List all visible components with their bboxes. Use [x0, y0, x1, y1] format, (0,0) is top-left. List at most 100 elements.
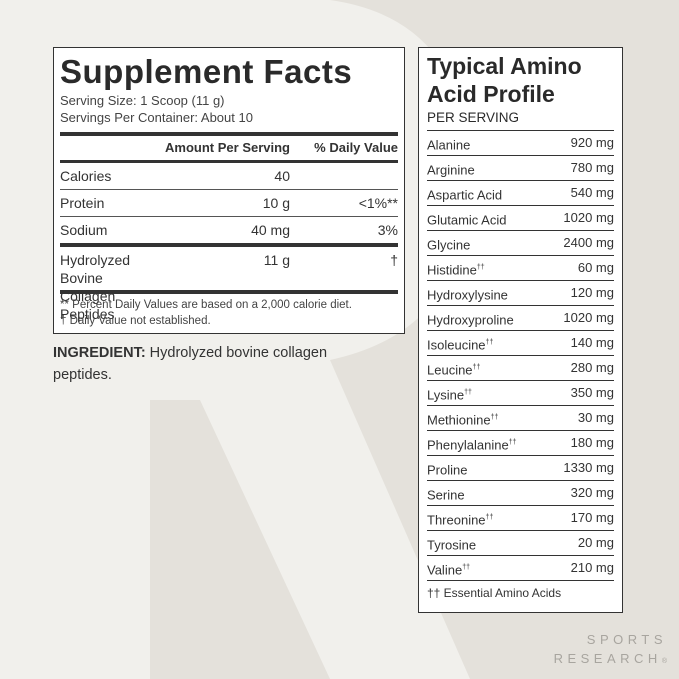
amino-row: Isoleucine†† 140 mg — [427, 330, 614, 355]
amino-row: Histidine†† 60 mg — [427, 255, 614, 280]
supplement-facts-panel: Supplement Facts Serving Size: 1 Scoop (… — [53, 47, 405, 334]
collagen-name-1: Hydrolyzed Bovine — [60, 252, 131, 286]
serving-size: Serving Size: 1 Scoop (11 g) — [60, 93, 225, 108]
registered-mark: ® — [661, 658, 667, 665]
amino-value: 1020 mg — [563, 210, 614, 225]
amino-name: Aspartic Acid — [427, 187, 503, 203]
collagen-name-2: Collagen Peptides — [60, 288, 116, 322]
amino-value: 280 mg — [570, 360, 614, 375]
brand-line2: RESEARCH — [553, 651, 662, 666]
nutrient-amount: 40 — [274, 168, 290, 184]
essential-mark: †† — [508, 439, 517, 446]
amino-row: Serine 320 mg — [427, 480, 614, 505]
nutrient-amount: 40 mg — [251, 222, 290, 238]
nutrient-dv: <1%** — [358, 195, 398, 211]
amino-name: Alanine — [427, 137, 471, 153]
amino-name: Threonine — [427, 512, 486, 528]
amino-value: 180 mg — [570, 435, 614, 450]
facts-row-collagen: Hydrolyzed Bovine Collagen Peptides 11 g … — [60, 247, 398, 322]
amino-name: Hydroxylysine — [427, 287, 508, 303]
amino-row: Arginine 780 mg — [427, 155, 614, 180]
amino-name: Phenylalanine — [427, 437, 509, 453]
amino-row: Threonine†† 170 mg — [427, 505, 614, 530]
amino-name: Leucine — [427, 362, 473, 378]
amino-value: 20 mg — [577, 535, 614, 550]
amino-row: Tyrosine 20 mg — [427, 530, 614, 555]
essential-mark: †† — [485, 339, 494, 346]
amino-row: Leucine†† 280 mg — [427, 355, 614, 380]
nutrient-dv: 3% — [377, 222, 398, 238]
amino-value: 780 mg — [570, 160, 614, 175]
ingredient-statement: INGREDIENT: Hydrolyzed bovine collagen p… — [53, 342, 383, 386]
amino-row: Hydroxylysine 120 mg — [427, 280, 614, 305]
amino-row: Methionine†† 30 mg — [427, 405, 614, 430]
header-dv: % Daily Value — [314, 140, 398, 155]
amino-value: 1330 mg — [563, 460, 614, 475]
essential-mark: †† — [490, 414, 499, 421]
amino-name: Glutamic Acid — [427, 212, 507, 228]
nutrient-name: Calories — [60, 168, 112, 184]
amino-name: Glycine — [427, 237, 471, 253]
amino-value: 170 mg — [570, 510, 614, 525]
amino-name: Methionine — [427, 412, 491, 428]
amino-row: Proline 1330 mg — [427, 455, 614, 480]
left-column: Supplement Facts Serving Size: 1 Scoop (… — [53, 47, 405, 386]
amino-name: Tyrosine — [427, 537, 477, 553]
supplement-facts-title: Supplement Facts — [60, 53, 353, 90]
essential-mark: †† — [462, 564, 470, 571]
amino-row: Hydroxyproline 1020 mg — [427, 305, 614, 330]
amino-row: Aspartic Acid 540 mg — [427, 180, 614, 205]
amino-subtitle: PER SERVING — [427, 110, 520, 125]
amino-row: Glutamic Acid 1020 mg — [427, 205, 614, 230]
amino-name: Lysine — [427, 387, 465, 403]
nutrient-amount: 10 g — [262, 195, 290, 211]
essential-mark: †† — [476, 264, 485, 271]
amino-value: 540 mg — [570, 185, 614, 200]
amino-value: 920 mg — [570, 135, 614, 150]
amino-value: 120 mg — [570, 285, 614, 300]
amino-value: 350 mg — [570, 385, 614, 400]
amino-title-2: Acid Profile — [427, 81, 555, 107]
nutrient-name: Sodium — [60, 222, 108, 238]
amino-row: Valine†† 210 mg — [427, 555, 614, 580]
amino-value: 320 mg — [570, 485, 614, 500]
ingredient-label: INGREDIENT: — [53, 345, 146, 361]
facts-row: Calories 40 — [60, 163, 398, 189]
amino-value: 30 mg — [577, 410, 614, 425]
amino-name: Serine — [427, 487, 465, 503]
amino-title-1: Typical Amino — [427, 53, 582, 79]
footnote-dv: ** Percent Daily Values are based on a 2… — [60, 299, 352, 311]
amino-name: Histidine — [427, 262, 477, 278]
amino-name: Proline — [427, 462, 468, 478]
amino-acid-panel: Typical Amino Acid Profile PER SERVING Al… — [418, 47, 623, 613]
amino-value: 2400 mg — [563, 235, 614, 250]
amino-name: Valine — [427, 562, 463, 578]
amino-name: Hydroxyproline — [427, 312, 514, 328]
amino-value: 210 mg — [570, 560, 614, 575]
essential-mark: †† — [472, 364, 481, 371]
amino-row: Glycine 2400 mg — [427, 230, 614, 255]
nutrient-name: Protein — [60, 195, 105, 211]
collagen-amount: 11 g — [263, 252, 290, 268]
amino-row: Alanine 920 mg — [427, 130, 614, 155]
amino-row: Phenylalanine†† 180 mg — [427, 430, 614, 455]
essential-mark: †† — [485, 514, 494, 521]
essential-mark: †† — [464, 389, 472, 396]
facts-row: Sodium 40 mg 3% — [60, 217, 398, 243]
amino-name: Arginine — [427, 162, 475, 178]
amino-row: Lysine†† 350 mg — [427, 380, 614, 405]
facts-header: Amount Per Serving % Daily Value — [60, 136, 398, 160]
amino-value: 140 mg — [570, 335, 614, 350]
amino-name: Isoleucine — [427, 337, 486, 353]
sports-research-logo: SPORTS RESEARCH® — [553, 630, 667, 671]
facts-row: Protein 10 g <1%** — [60, 190, 398, 216]
header-amount: Amount Per Serving — [165, 140, 290, 155]
amino-value: 1020 mg — [563, 310, 614, 325]
footnote-dagger: † Daily Value not established. — [60, 315, 211, 327]
servings-per-container: Servings Per Container: About 10 — [60, 110, 253, 125]
amino-footnote: †† Essential Amino Acids — [427, 580, 614, 605]
brand-line1: SPORTS — [586, 632, 667, 647]
amino-value: 60 mg — [577, 260, 614, 275]
collagen-dv: † — [390, 252, 398, 268]
ingredient-text: Hydrolyzed bovine collagen peptides. — [53, 345, 328, 383]
